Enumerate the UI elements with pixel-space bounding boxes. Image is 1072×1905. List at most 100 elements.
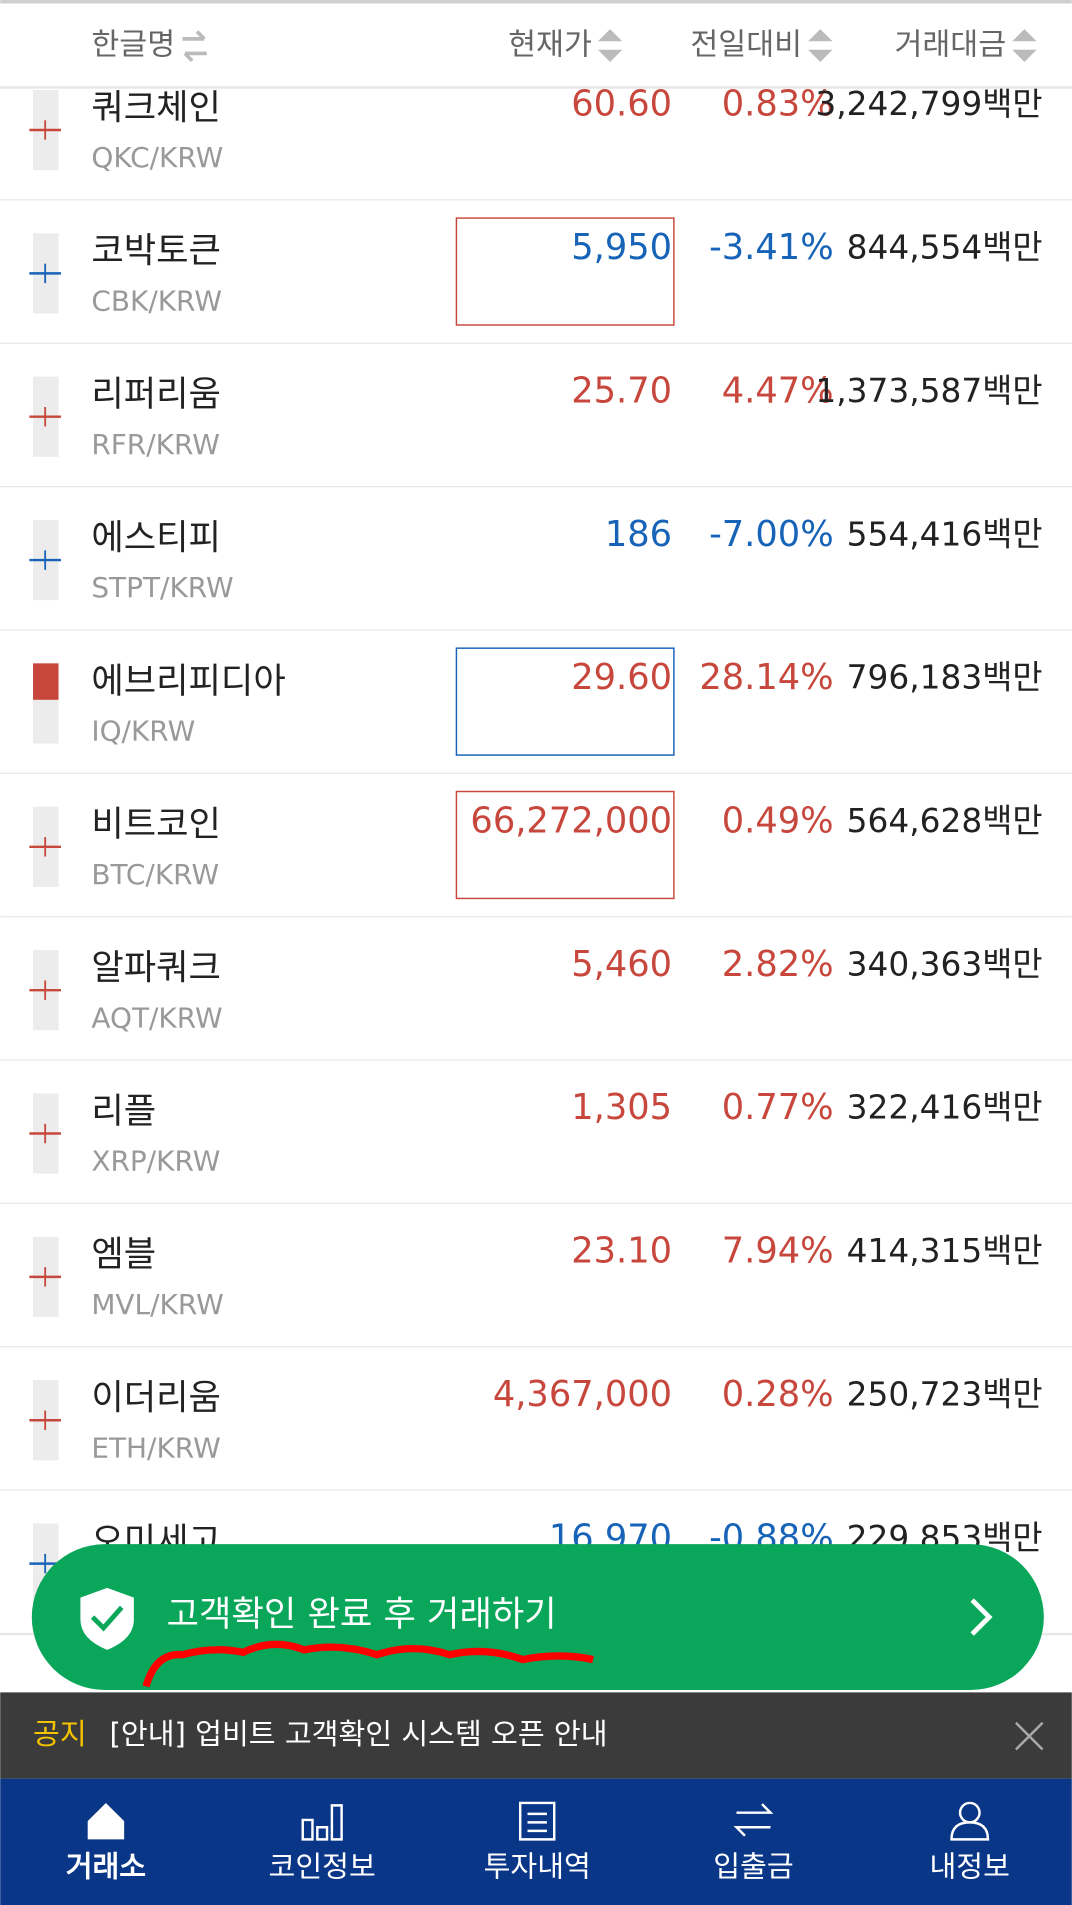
- price: 25.70: [571, 370, 672, 411]
- nav-label: 투자내역: [484, 1850, 591, 1884]
- price: 5,950: [571, 227, 672, 268]
- nav-label: 내정보: [930, 1850, 1010, 1884]
- row-bg: [0, 1060, 1072, 1204]
- coin-pair: RFR/KRW: [91, 428, 220, 461]
- column-header[interactable]: 전일대비: [690, 28, 802, 63]
- price: 23.10: [571, 1231, 672, 1272]
- volume: 554,416백만: [847, 515, 1043, 553]
- coin-pair: CBK/KRW: [91, 285, 222, 318]
- check-icon: [90, 1605, 124, 1632]
- change: 7.94%: [722, 1231, 834, 1272]
- coin-pair: AQT/KRW: [91, 1001, 222, 1034]
- change: -7.00%: [709, 514, 834, 555]
- coin-name: 알파쿼크: [91, 948, 221, 989]
- coin-row[interactable]: 리퍼리움 RFR/KRW 25.70 4.47%1,373,587백만: [0, 343, 1072, 489]
- shield-icon: [80, 1587, 134, 1650]
- nav-tab[interactable]: 투자내역: [484, 1801, 591, 1884]
- row-bg: [0, 773, 1072, 918]
- change: 28.14%: [699, 657, 833, 698]
- price-highlight: [455, 217, 675, 326]
- column-header[interactable]: 현재가: [508, 28, 592, 63]
- row-bg: [0, 343, 1072, 488]
- nav-icon: [301, 1804, 343, 1841]
- volume: 3,242,799백만: [815, 85, 1042, 123]
- price: 60.60: [571, 84, 672, 125]
- coin-row[interactable]: 비트코인 BTC/KRW 66,272,000 0.49% 564,628백만: [0, 773, 1072, 919]
- change: 0.77%: [722, 1087, 834, 1128]
- change: 0.49%: [722, 801, 834, 842]
- volume: 250,723백만: [847, 1375, 1043, 1413]
- notice-text: [안내] 업비트 고객확인 시스템 오픈 안내: [110, 1717, 608, 1751]
- coin-pair: ETH/KRW: [91, 1431, 220, 1464]
- row-bg: [0, 1347, 1072, 1491]
- price-highlight: [455, 647, 675, 756]
- coin-name: 쿼크체인: [91, 87, 221, 128]
- scribble: [142, 1640, 594, 1688]
- sort-icon[interactable]: [597, 29, 623, 62]
- coin-name: 리퍼리움: [91, 374, 221, 415]
- sort-icon[interactable]: [182, 30, 207, 63]
- sort-icon[interactable]: [1012, 29, 1037, 62]
- coin-row[interactable]: 에스티피 STPT/KRW 186 -7.00% 554,416백만: [0, 487, 1072, 632]
- coin-name: 에브리피디아: [91, 661, 285, 702]
- coin-row[interactable]: 이더리움 ETH/KRW 4,367,000 0.28% 250,723백만: [0, 1347, 1072, 1492]
- column-header[interactable]: 한글명: [91, 28, 175, 63]
- notice-bar[interactable]: [0, 1692, 1072, 1779]
- banner-text: 고객확인 완료 후 거래하기: [167, 1594, 557, 1635]
- row-bg: [0, 200, 1072, 344]
- coin-row[interactable]: 코박토큰 CBK/KRW 5,950 -3.41% 844,554백만: [0, 200, 1072, 346]
- coin-name: 리플: [91, 1091, 156, 1132]
- nav-bar: [0, 1778, 1072, 1905]
- coin-pair: BTC/KRW: [91, 858, 219, 891]
- row-bg: [0, 487, 1072, 631]
- volume: 414,315백만: [847, 1232, 1043, 1270]
- change: -3.41%: [709, 227, 834, 268]
- nav-label: 거래소: [66, 1850, 146, 1884]
- row-bg: [0, 1203, 1072, 1348]
- sort-icon[interactable]: [808, 29, 833, 62]
- volume: 844,554백만: [847, 229, 1043, 267]
- row-bg: [0, 630, 1072, 774]
- price: 1,305: [571, 1087, 672, 1128]
- nav-tab[interactable]: 내정보: [930, 1801, 1010, 1884]
- row-bg: [0, 917, 1072, 1061]
- nav-label: 입출금: [713, 1850, 793, 1884]
- price: 66,272,000: [470, 801, 672, 842]
- price: 29.60: [571, 657, 672, 698]
- header-line: [0, 86, 1072, 89]
- nav-label: 코인정보: [269, 1850, 376, 1884]
- coin-row[interactable]: 알파쿼크 AQT/KRW 5,460 2.82% 340,363백만: [0, 917, 1072, 1062]
- coin-name: 비트코인: [91, 804, 221, 845]
- coin-name: 코박토큰: [91, 231, 221, 272]
- change: 2.82%: [722, 944, 834, 985]
- coin-pair: IQ/KRW: [91, 715, 195, 748]
- volume: 564,628백만: [847, 802, 1043, 840]
- notice-tag: 공지: [33, 1717, 87, 1751]
- coin-name: 엠블: [91, 1234, 156, 1275]
- coin-row[interactable]: 에브리피디아 IQ/KRW 29.60 28.14% 796,183백만: [0, 630, 1072, 776]
- verify-banner[interactable]: [31, 1544, 1044, 1690]
- top-edge: [0, 0, 1072, 4]
- price: 5,460: [571, 944, 672, 985]
- volume: 796,183백만: [847, 659, 1043, 697]
- change: 0.83%: [722, 84, 834, 125]
- coin-row[interactable]: 리플 XRP/KRW 1,305 0.77% 322,416백만: [0, 1060, 1072, 1206]
- coin-pair: QKC/KRW: [91, 141, 223, 174]
- close-button[interactable]: [1015, 1721, 1044, 1751]
- chevron: [970, 1598, 993, 1636]
- column-header[interactable]: 거래대금: [894, 28, 1006, 63]
- coin-pair: STPT/KRW: [91, 571, 233, 604]
- volume: 322,416백만: [847, 1089, 1043, 1127]
- change: 4.47%: [722, 370, 834, 411]
- nav-tab[interactable]: 코인정보: [269, 1804, 376, 1884]
- header-bg: [0, 3, 1072, 88]
- change: 0.28%: [722, 1374, 834, 1415]
- candle-body: [33, 663, 59, 700]
- nav-tab[interactable]: 입출금: [713, 1803, 794, 1884]
- volume: 340,363백만: [847, 945, 1043, 983]
- price: 4,367,000: [493, 1374, 672, 1415]
- coin-row[interactable]: 엠블 MVL/KRW 23.10 7.94% 414,315백만: [0, 1203, 1072, 1349]
- coin-name: 에스티피: [91, 517, 221, 558]
